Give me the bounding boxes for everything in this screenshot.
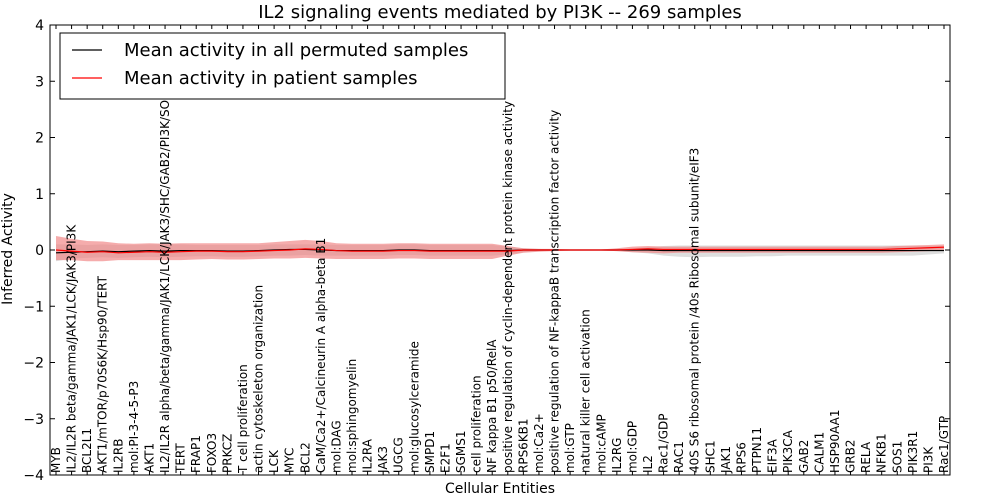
y-tick-label: 3 xyxy=(35,74,44,90)
confidence-bands xyxy=(56,235,944,262)
x-tick-label: BCL2 xyxy=(298,442,312,473)
x-tick-label: mol:DAG xyxy=(329,420,343,473)
x-tick-label: FOXO3 xyxy=(205,433,219,473)
x-tick-label: TERT xyxy=(174,443,188,474)
x-tick-label: PI3K xyxy=(921,446,935,473)
x-tick-label: IL2RA xyxy=(361,438,375,473)
series-lines xyxy=(55,246,945,254)
legend-label: Mean activity in patient samples xyxy=(124,68,418,89)
x-tick-label: AKT1/mTOR/p70S6K/Hsp90/TERT xyxy=(96,275,110,473)
band-patient xyxy=(56,235,944,262)
y-tick-label: 2 xyxy=(35,131,44,147)
x-tick-label: PTPN11 xyxy=(750,427,764,473)
x-tick-label: IL2RB xyxy=(111,439,125,473)
x-tick-label: HSP90AA1 xyxy=(828,409,842,473)
x-tick-label: FRAP1 xyxy=(189,435,203,473)
y-tick-label: 1 xyxy=(35,187,44,203)
y-tick-label: −4 xyxy=(23,468,44,484)
legend-box xyxy=(59,32,506,100)
x-tick-label: IL2 xyxy=(641,455,655,473)
x-tick-label: natural killer cell activation xyxy=(579,309,593,473)
x-tick-label: BCL2L1 xyxy=(80,428,94,473)
x-tick-label: JAK3 xyxy=(376,446,390,474)
x-tick-label: IL2/IL2R beta/gamma/JAK1/LCK/JAK3/PI3K xyxy=(65,224,79,473)
x-tick-label: mol:PI-3-4-5-P3 xyxy=(127,381,141,473)
y-axis-label: Inferred Activity xyxy=(0,193,16,305)
y-tick-label: −1 xyxy=(23,299,44,315)
x-tick-label: MYB xyxy=(49,447,63,473)
x-tick-label: actin cytoskeleton organization xyxy=(252,285,266,473)
x-tick-label: AKT1 xyxy=(142,443,156,473)
x-tick-label: cell proliferation xyxy=(470,375,484,473)
y-tick-label: 0 xyxy=(35,243,44,259)
x-tick-label: CaM/Ca2+/Calcineurin A alpha-beta B1 xyxy=(314,238,328,473)
x-tick-label: SHC1 xyxy=(703,440,717,473)
y-tick-label: −3 xyxy=(23,412,44,428)
x-tick-label: T cell proliferation xyxy=(236,364,250,474)
x-tick-label: IL2/IL2R alpha/beta/gamma/JAK1/LCK/JAK3/… xyxy=(158,49,172,473)
x-tick-label: mol:GTP xyxy=(563,423,577,473)
y-tick-label: 4 xyxy=(35,18,44,34)
x-tick-label: SOS1 xyxy=(890,441,904,473)
legend-label: Mean activity in all permuted samples xyxy=(124,40,468,61)
x-tick-label: IL2RG xyxy=(610,437,624,473)
x-tick-label: NFKB1 xyxy=(875,433,889,473)
x-tick-label: mol:cAMP xyxy=(594,414,608,473)
x-tick-label: LCK xyxy=(267,449,281,473)
x-tick-label: RPS6KB1 xyxy=(516,418,530,473)
x-tick-label: PRKCZ xyxy=(220,434,234,473)
x-tick-label: mol:glucosylceramide xyxy=(407,341,421,473)
x-tick-label: positive regulation of NF-kappaB transcr… xyxy=(548,110,562,473)
x-tick-label: JAK1 xyxy=(719,446,733,474)
x-tick-label: SMPD1 xyxy=(423,431,437,473)
x-tick-label: GAB2 xyxy=(797,440,811,473)
x-tick-label: Rac1/GTP xyxy=(937,416,951,473)
x-tick-label: NF kappa B1 p50/RelA xyxy=(485,339,499,473)
x-tick-label: EIF3A xyxy=(766,438,780,473)
y-tick-label: −2 xyxy=(23,356,44,372)
x-tick-label: mol:sphingomyelin xyxy=(345,359,359,473)
x-tick-label: PIK3R1 xyxy=(906,431,920,473)
x-tick-label: E2F1 xyxy=(438,443,452,473)
x-axis-label: Cellular Entities xyxy=(445,481,555,497)
x-axis xyxy=(55,25,945,475)
x-tick-label: PIK3CA xyxy=(781,429,795,473)
x-tick-label: UGCG xyxy=(392,437,406,473)
x-tick-label: MYC xyxy=(283,448,297,473)
x-tick-label: positive regulation of cyclin-dependent … xyxy=(501,101,515,473)
x-tick-label: mol:Ca2+ xyxy=(532,413,546,473)
x-tick-label: RPS6 xyxy=(734,442,748,473)
y-axis: −4 −3 −2 −1 0 1 2 3 4 xyxy=(23,18,950,484)
line-patient xyxy=(55,246,945,254)
x-tick-labels: MYB IL2/IL2R beta/gamma/JAK1/LCK/JAK3/PI3… xyxy=(49,49,951,474)
x-tick-label: 40S S6 ribosomal protein /40s Ribosomal … xyxy=(688,148,702,473)
x-tick-label: GRB2 xyxy=(844,439,858,473)
legend: Mean activity in all permuted samples Mea… xyxy=(59,32,506,100)
x-tick-label: mol:GDP xyxy=(625,421,639,473)
x-tick-label: Rac1/GDP xyxy=(657,414,671,473)
chart-title: IL2 signaling events mediated by PI3K --… xyxy=(258,2,742,23)
x-tick-label: RELA xyxy=(859,441,873,473)
x-tick-label: SGMS1 xyxy=(454,430,468,473)
x-tick-label: RAC1 xyxy=(672,441,686,473)
x-tick-label: CALM1 xyxy=(812,432,826,473)
